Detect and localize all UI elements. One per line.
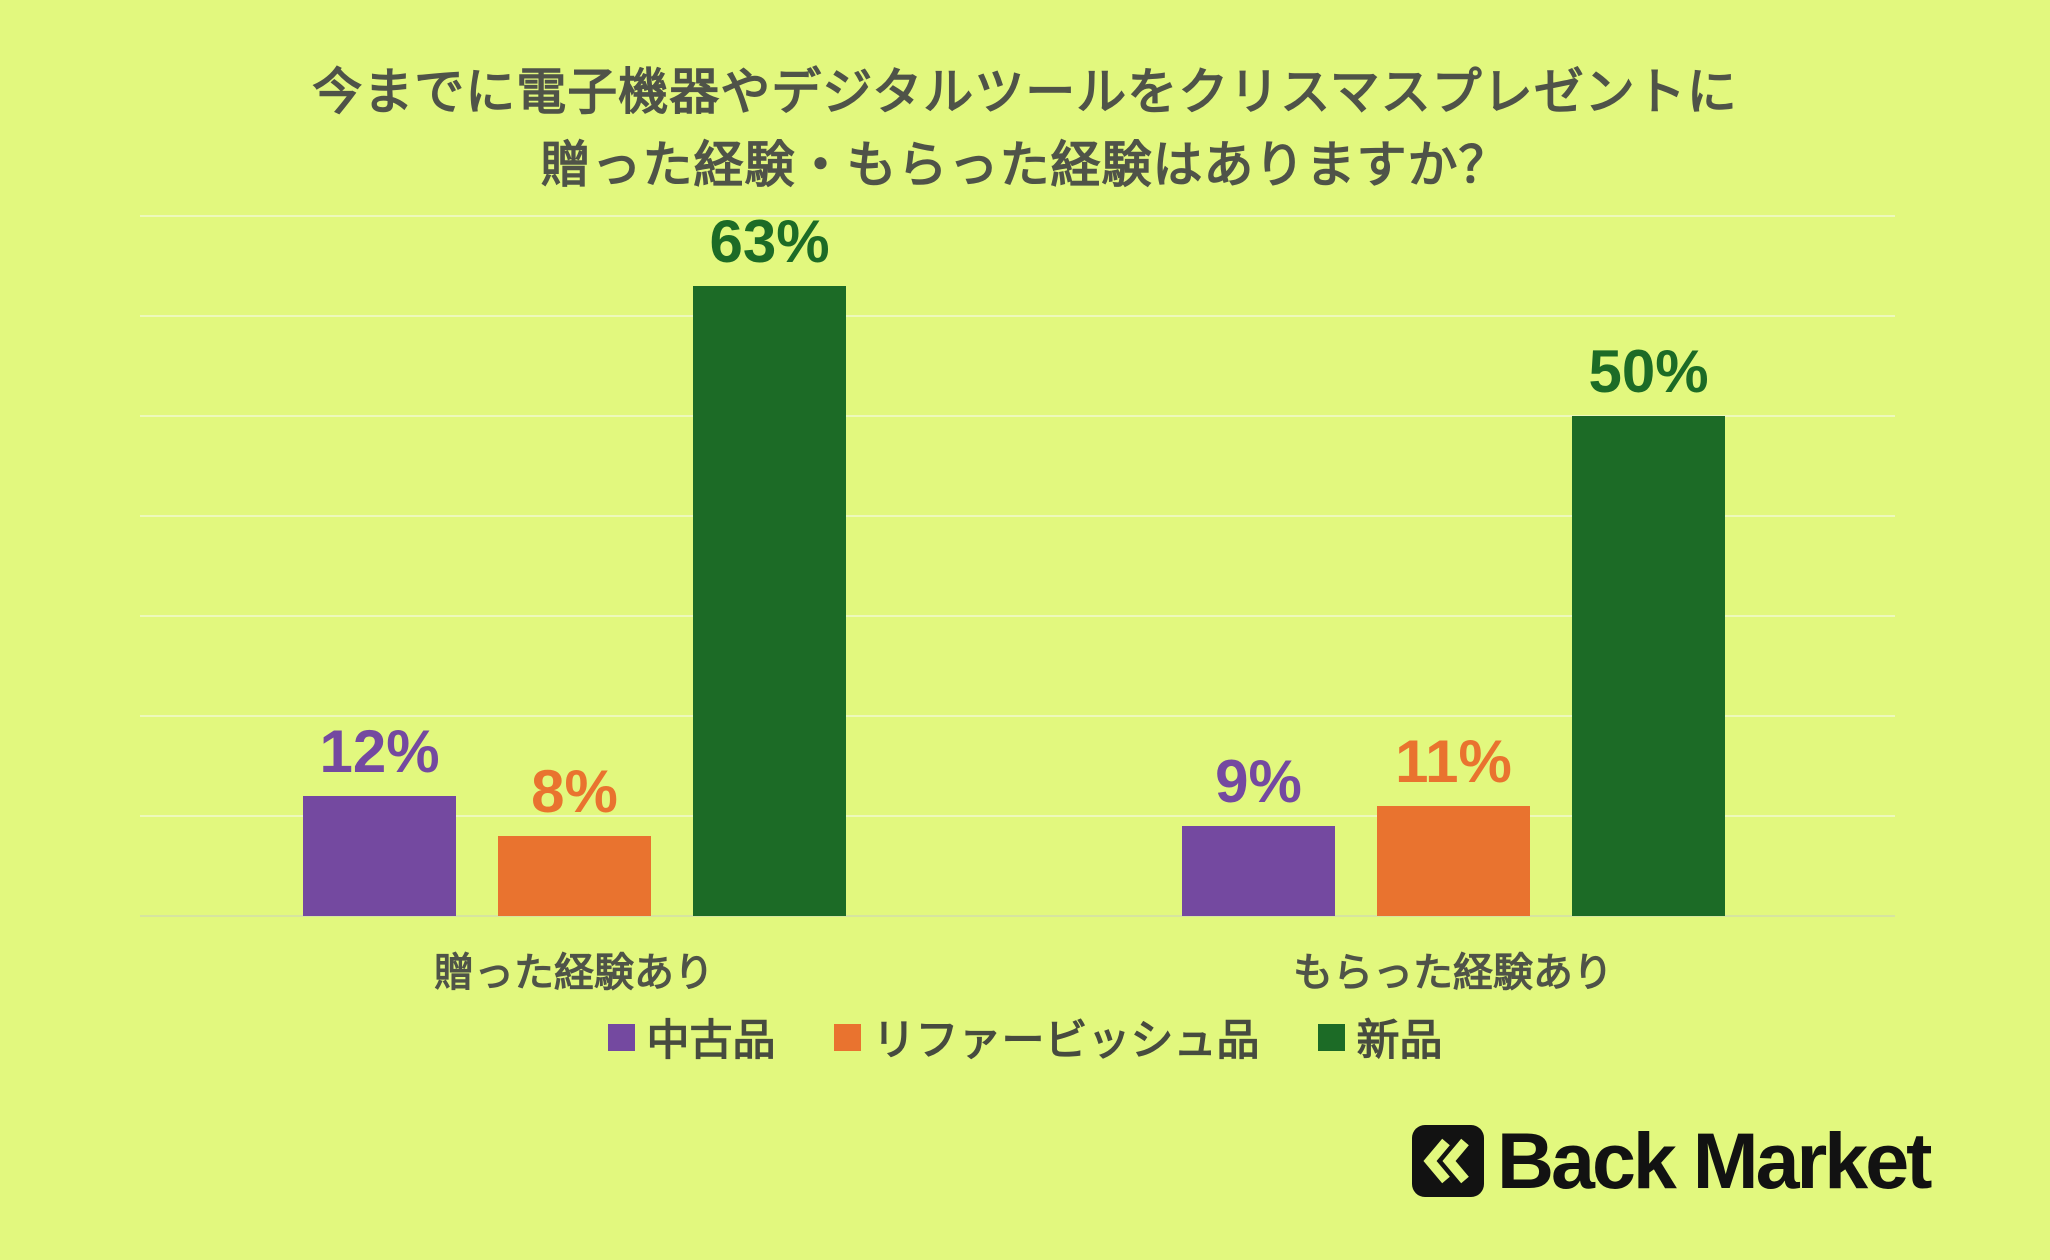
legend-swatch: [1317, 1023, 1345, 1051]
chart-legend: 中古品 リファービッシュ品 新品: [0, 1006, 2050, 1068]
gridline: [140, 315, 1895, 317]
gridline: [140, 615, 1895, 617]
legend-label: 中古品: [646, 1017, 776, 1065]
back-market-logo: Back Market: [1412, 1116, 1932, 1205]
bar-リファービッシュ品-もらった経験あり: [1377, 806, 1530, 916]
legend-label: リファービッシュ品: [872, 1017, 1260, 1065]
gridline: [140, 215, 1895, 217]
legend-label: 新品: [1356, 1017, 1443, 1065]
legend-item-中古品: 中古品: [607, 1006, 776, 1068]
bar-中古品-贈った経験あり: [303, 796, 456, 916]
x-axis-baseline: [140, 915, 1895, 917]
bar-value-label: 8%: [531, 758, 618, 825]
gridline: [140, 715, 1895, 717]
chart-title: 今までに電子機器やデジタルツールをクリスマスプレゼントに 贈った経験・もらった経…: [0, 56, 2050, 202]
bar-中古品-もらった経験あり: [1182, 826, 1335, 916]
bar-リファービッシュ品-贈った経験あり: [498, 836, 651, 916]
back-market-wordmark: Back Market: [1497, 1116, 1932, 1205]
chart-title-line1: 今までに電子機器やデジタルツールをクリスマスプレゼントに: [312, 64, 1738, 120]
bar-value-label: 50%: [1588, 338, 1709, 405]
legend-item-新品: 新品: [1317, 1006, 1443, 1068]
gridline: [140, 415, 1895, 417]
legend-swatch: [607, 1023, 635, 1051]
bar-value-label: 12%: [319, 718, 440, 785]
gridline: [140, 515, 1895, 517]
back-market-icon: [1412, 1125, 1484, 1197]
chart-title-line2: 贈った経験・もらった経験はありますか？: [540, 137, 1510, 193]
bar-value-label: 63%: [709, 208, 830, 275]
legend-swatch: [833, 1023, 861, 1051]
bar-新品-贈った経験あり: [693, 286, 846, 916]
category-label-received: もらった経験あり: [1293, 951, 1613, 995]
bar-value-label: 9%: [1215, 748, 1302, 815]
bar-value-label: 11%: [1395, 728, 1512, 795]
bar-新品-もらった経験あり: [1572, 416, 1725, 916]
gridline: [140, 815, 1895, 817]
legend-item-リファービッシュ品: リファービッシュ品: [833, 1006, 1260, 1068]
category-label-gave: 贈った経験あり: [434, 951, 714, 995]
